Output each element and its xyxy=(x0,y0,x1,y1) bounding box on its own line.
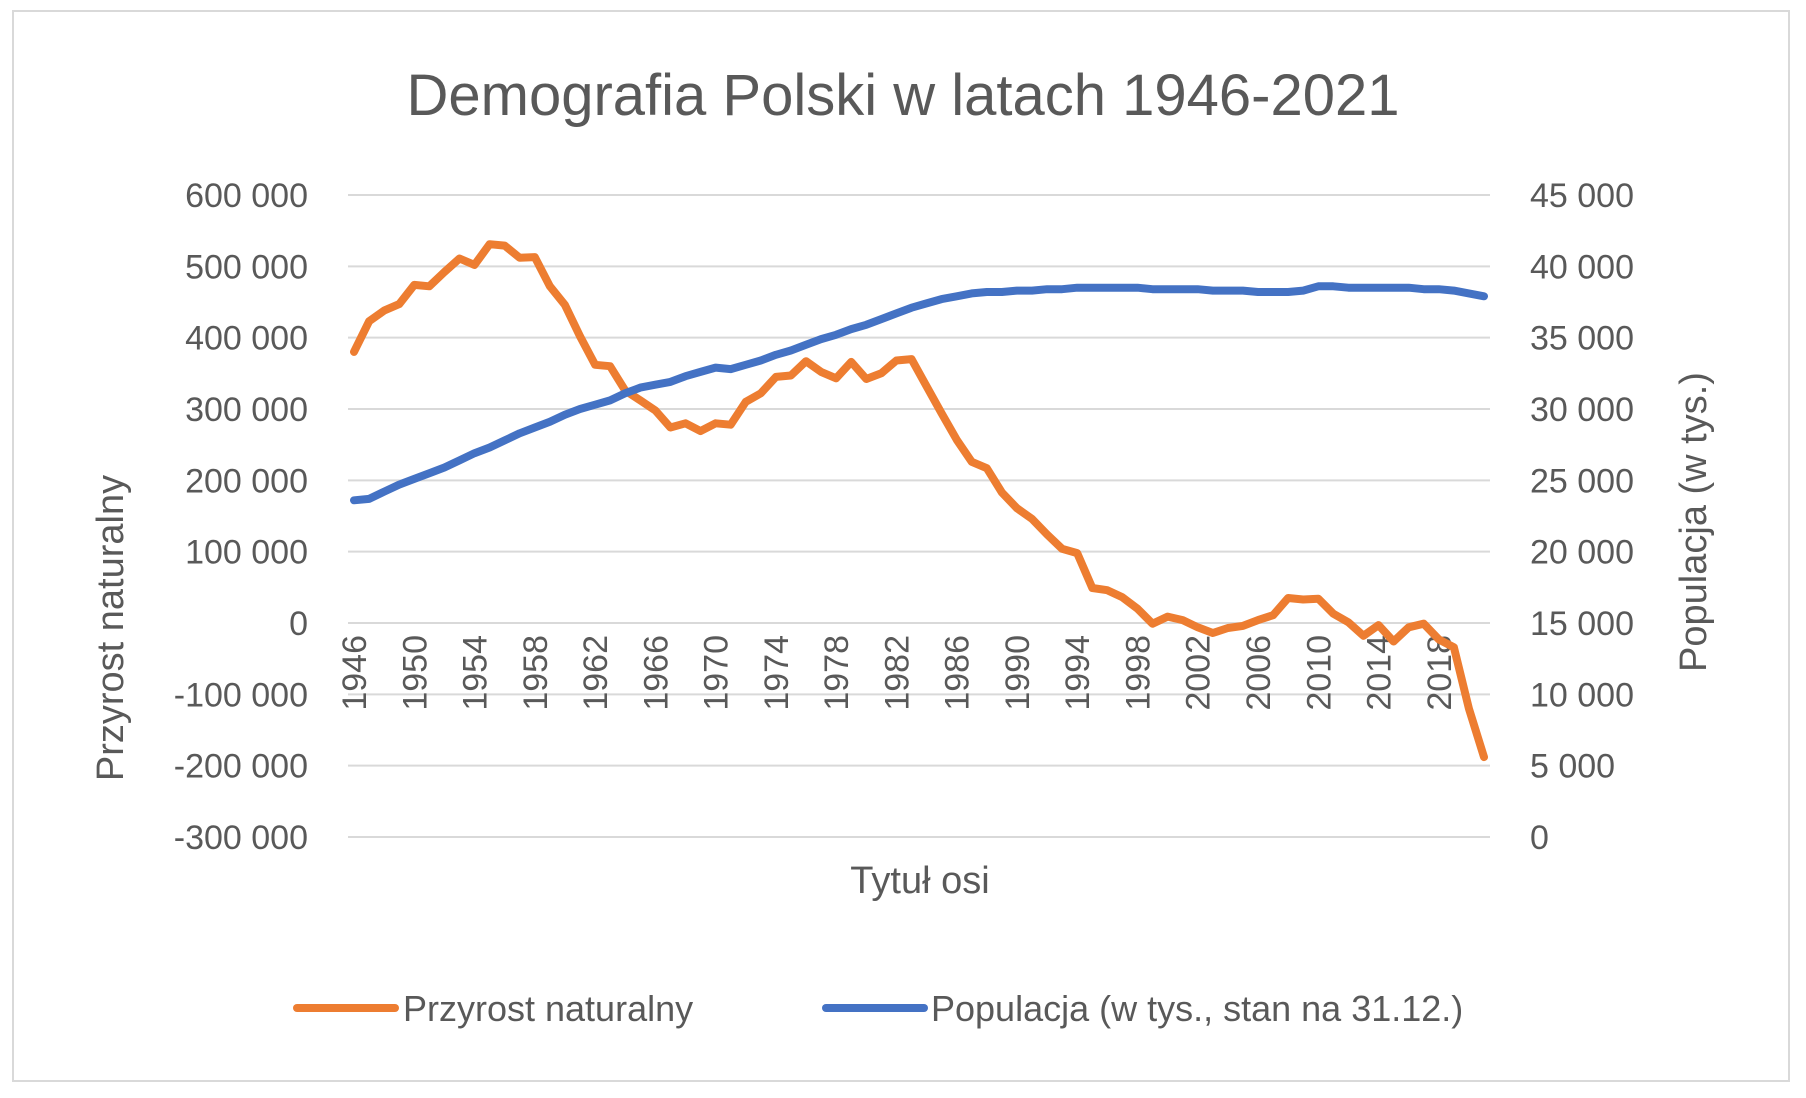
series-layer xyxy=(350,240,1488,762)
y-right-tick-label: 35 000 xyxy=(1530,320,1634,358)
x-tick-label: 1990 xyxy=(999,635,1037,711)
y-right-tick-label: 40 000 xyxy=(1530,248,1634,286)
y-left-tick-label: 600 000 xyxy=(185,177,308,215)
x-tick-label: 1974 xyxy=(758,635,796,711)
x-tick-label: 1970 xyxy=(698,635,736,711)
y-axis-left-title: Przyrost naturalny xyxy=(90,475,132,781)
y-right-tick-label: 0 xyxy=(1530,819,1549,857)
y-right-tick-label: 15 000 xyxy=(1530,605,1634,643)
y-left-tick-label: -100 000 xyxy=(174,676,308,714)
left-axis-ticks: 600 000 500 000 400 000 300 000 200 000 100 0… xyxy=(174,177,308,857)
x-tick-label: 1958 xyxy=(517,635,555,711)
y-left-tick-label: 100 000 xyxy=(185,534,308,572)
x-tick-label: 2010 xyxy=(1300,635,1338,711)
y-right-tick-label: 10 000 xyxy=(1530,676,1634,714)
y-right-tick-label: 25 000 xyxy=(1530,462,1634,500)
y-left-tick-label: 500 000 xyxy=(185,248,308,286)
chart-frame xyxy=(12,10,1790,1082)
x-tick-label: 1994 xyxy=(1059,635,1097,711)
y-right-tick-label: 20 000 xyxy=(1530,534,1634,572)
x-axis-ticks: 1946 1950 1954 1958 1962 1966 1970 1974 1978 1982… xyxy=(336,635,1459,711)
x-tick-label: 2014 xyxy=(1361,635,1399,711)
y-right-tick-label: 45 000 xyxy=(1530,177,1634,215)
legend-label-populacja: Populacja (w tys., stan na 31.12.) xyxy=(931,988,1463,1029)
y-left-tick-label: -300 000 xyxy=(174,819,308,857)
y-left-tick-label: 0 xyxy=(289,605,308,643)
y-left-tick-label: -200 000 xyxy=(174,748,308,786)
x-tick-label: 1950 xyxy=(396,635,434,711)
x-axis-title: Tytuł osi xyxy=(850,860,989,902)
y-right-tick-label: 5 000 xyxy=(1530,748,1615,786)
right-axis-ticks: 45 000 40 000 35 000 30 000 25 000 20 000 15 0… xyxy=(1530,177,1634,857)
legend-label-przyrost: Przyrost naturalny xyxy=(403,988,693,1029)
x-tick-label: 1946 xyxy=(336,635,374,711)
grid-lines xyxy=(348,194,1490,838)
x-tick-label: 1966 xyxy=(637,635,675,711)
x-tick-label: 1986 xyxy=(939,635,977,711)
y-right-tick-label: 30 000 xyxy=(1530,391,1634,429)
legend: Przyrost naturalny Populacja (w tys., st… xyxy=(293,988,1463,1029)
x-tick-label: 2006 xyxy=(1240,635,1278,711)
series-line-populacja xyxy=(350,282,1488,505)
x-tick-label: 2002 xyxy=(1180,635,1218,711)
x-tick-label: 1978 xyxy=(818,635,856,711)
y-left-tick-label: 300 000 xyxy=(185,391,308,429)
y-axis-right-title: Populacja (w tys.) xyxy=(1673,372,1715,672)
y-left-tick-label: 400 000 xyxy=(185,320,308,358)
x-tick-label: 1954 xyxy=(457,635,495,711)
series-line-przyrost xyxy=(350,240,1488,762)
x-tick-label: 1982 xyxy=(878,635,916,711)
chart-title: Demografia Polski w latach 1946-2021 xyxy=(407,63,1400,128)
x-tick-label: 1998 xyxy=(1119,635,1157,711)
y-left-tick-label: 200 000 xyxy=(185,462,308,500)
x-tick-label: 1962 xyxy=(577,635,615,711)
